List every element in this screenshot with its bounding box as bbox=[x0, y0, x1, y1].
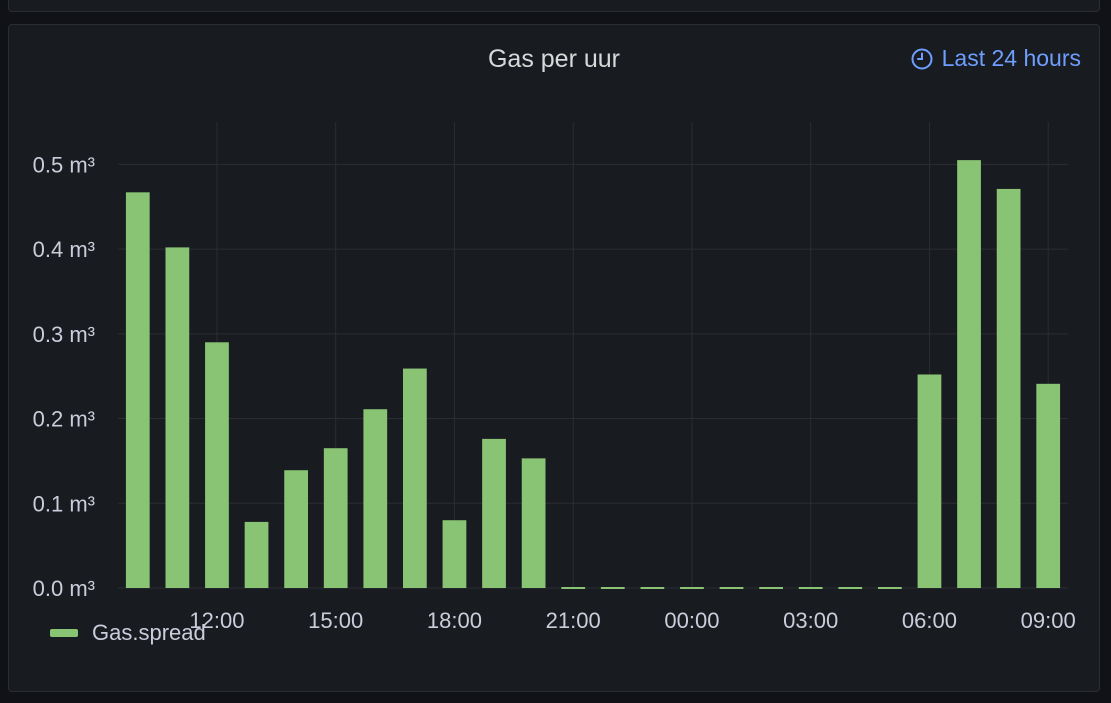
bar-1700[interactable] bbox=[403, 368, 427, 588]
clock-icon bbox=[911, 48, 933, 69]
x-tick-label: 15:00 bbox=[308, 608, 363, 633]
bar-0800[interactable] bbox=[996, 188, 1021, 588]
y-axis-ticks: 0.0 m³ 0.1 m³ 0.2 m³ 0.3 m³ 0.4 m³ 0.5 m³ bbox=[33, 152, 95, 601]
x-axis-ticks: 12:00 15:00 18:00 21:00 00:00 03:00 06:00 09:00 bbox=[189, 608, 1075, 633]
bar-0500[interactable] bbox=[878, 587, 902, 589]
bar-2300[interactable] bbox=[640, 587, 665, 589]
bar-2000[interactable] bbox=[521, 458, 546, 588]
bar-1600[interactable] bbox=[363, 409, 388, 588]
bar-0100[interactable] bbox=[719, 587, 744, 589]
bar-0200[interactable] bbox=[759, 587, 783, 589]
legend[interactable]: Gas.spread bbox=[50, 620, 206, 646]
x-tick-label: 18:00 bbox=[427, 608, 482, 633]
bar-0400[interactable] bbox=[838, 587, 863, 589]
y-tick-label: 0.3 m³ bbox=[33, 322, 95, 347]
x-tick-label: 06:00 bbox=[902, 608, 957, 633]
time-range-label: Last 24 hours bbox=[941, 45, 1081, 71]
y-tick-label: 0.1 m³ bbox=[33, 491, 95, 516]
bar-1900[interactable] bbox=[482, 438, 506, 588]
x-tick-label: 00:00 bbox=[664, 608, 719, 633]
x-tick-label: 03:00 bbox=[783, 608, 838, 633]
bar-1800[interactable] bbox=[442, 520, 467, 588]
previous-panel bbox=[8, 0, 1100, 12]
chart-bars bbox=[125, 160, 1061, 589]
bar-0900[interactable] bbox=[1036, 383, 1061, 588]
panel-title[interactable]: Gas per uur bbox=[487, 45, 620, 73]
bar-0700[interactable] bbox=[957, 160, 981, 589]
bar-1100[interactable] bbox=[165, 247, 190, 588]
y-tick-label: 0.0 m³ bbox=[33, 576, 95, 601]
time-range-info[interactable]: Last 24 hours bbox=[910, 45, 1081, 72]
legend-label: Gas.spread bbox=[92, 620, 206, 645]
y-tick-label: 0.5 m³ bbox=[33, 152, 95, 177]
bar-1400[interactable] bbox=[284, 470, 308, 588]
bar-0300[interactable] bbox=[798, 587, 823, 589]
bar-1200[interactable] bbox=[205, 342, 229, 588]
bar-1500[interactable] bbox=[323, 448, 348, 588]
legend-swatch bbox=[50, 629, 78, 637]
bar-1000[interactable] bbox=[125, 192, 150, 588]
bar-0600[interactable] bbox=[917, 374, 942, 588]
x-tick-label: 21:00 bbox=[546, 608, 601, 633]
bar-0000[interactable] bbox=[680, 587, 704, 589]
y-tick-label: 0.4 m³ bbox=[33, 237, 95, 262]
bar-2200[interactable] bbox=[600, 587, 625, 589]
y-tick-label: 0.2 m³ bbox=[33, 407, 95, 432]
bar-1300[interactable] bbox=[244, 521, 269, 588]
x-tick-label: 12:00 bbox=[189, 608, 244, 633]
x-tick-label: 09:00 bbox=[1021, 608, 1076, 633]
bar-2100[interactable] bbox=[561, 587, 586, 589]
